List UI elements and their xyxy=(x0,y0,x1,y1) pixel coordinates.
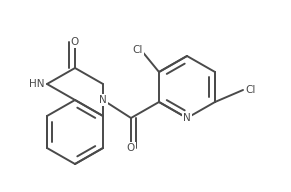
Text: N: N xyxy=(183,113,191,123)
Text: O: O xyxy=(127,143,135,153)
Text: Cl: Cl xyxy=(133,45,143,55)
Text: Cl: Cl xyxy=(245,85,255,95)
Text: HN: HN xyxy=(29,79,45,89)
Text: O: O xyxy=(71,37,79,47)
Text: N: N xyxy=(99,95,107,105)
